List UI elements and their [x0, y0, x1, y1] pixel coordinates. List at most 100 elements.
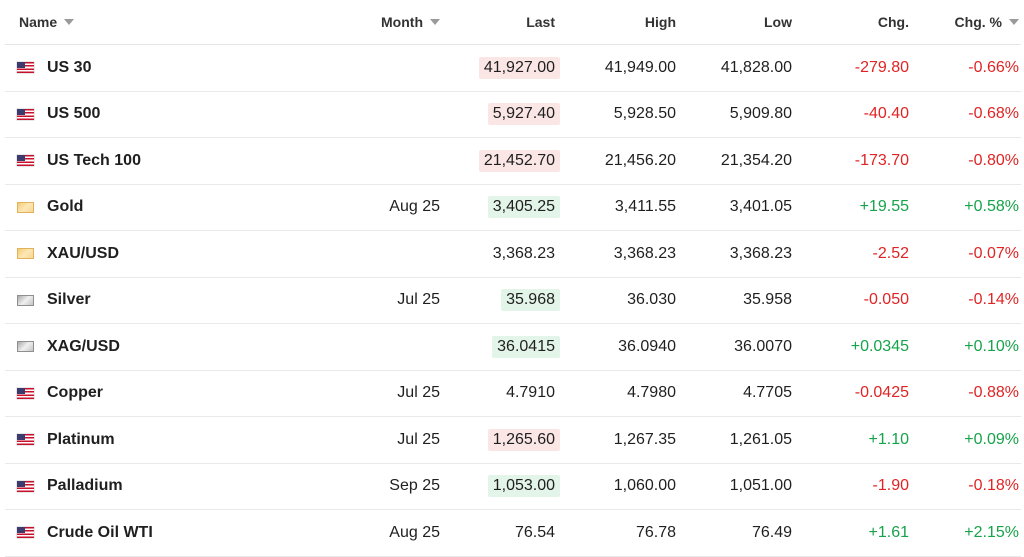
low-cell: 41,828.00: [720, 58, 792, 76]
instrument-name-link[interactable]: Palladium: [47, 477, 123, 495]
month-cell: Sep 25: [389, 477, 440, 495]
change-cell: -40.40: [863, 105, 909, 123]
instrument-name-link[interactable]: Platinum: [47, 430, 115, 448]
last-value: 21,452.70: [478, 149, 560, 172]
table-row[interactable]: US 30 41,927.00 41,949.00 41,828.00 -279.80 -…: [5, 45, 1021, 92]
last-cell: 1,053.00: [440, 475, 560, 498]
instrument-name-link[interactable]: US 500: [47, 105, 101, 123]
instrument-name-link[interactable]: XAU/USD: [47, 244, 120, 262]
month-cell: Aug 25: [389, 198, 440, 216]
gold-icon: [17, 201, 34, 213]
last-cell: 4.7910: [440, 382, 560, 404]
change-percent-cell: -0.68%: [968, 105, 1019, 123]
low-cell: 21,354.20: [720, 151, 792, 169]
column-header-chg[interactable]: Chg.: [877, 14, 909, 30]
last-value: 1,053.00: [487, 475, 560, 498]
table-row[interactable]: US Tech 100 21,452.70 21,456.20 21,354.20 -1…: [5, 138, 1021, 185]
change-percent-cell: -0.18%: [968, 477, 1019, 495]
high-cell: 41,949.00: [604, 58, 676, 76]
instrument-name-cell: Palladium: [5, 477, 345, 495]
instrument-name-link[interactable]: Copper: [47, 384, 103, 402]
instrument-name-link[interactable]: Crude Oil WTI: [47, 523, 153, 541]
column-header-low[interactable]: Low: [764, 14, 792, 30]
table-row[interactable]: Platinum Jul 25 1,265.60 1,267.35 1,261.05 +1…: [5, 417, 1021, 464]
column-header-month[interactable]: Month: [345, 14, 440, 30]
last-value: 4.7910: [506, 384, 555, 402]
table-row[interactable]: US 500 5,927.40 5,928.50 5,909.80 -40.40 -0.6…: [5, 92, 1021, 138]
table-row[interactable]: Copper Jul 25 4.7910 4.7980 4.7705 -0.0425 -0.…: [5, 371, 1021, 417]
last-cell: 5,927.40: [440, 103, 560, 126]
change-cell: -0.050: [863, 291, 909, 309]
sort-caret-icon[interactable]: [1009, 19, 1019, 25]
change-percent-cell: -0.07%: [968, 244, 1019, 262]
us-flag-icon: [17, 480, 34, 492]
us-flag-icon: [17, 434, 34, 446]
change-cell: -279.80: [854, 58, 909, 76]
change-percent-cell: -0.14%: [968, 291, 1019, 309]
change-percent-cell: +0.58%: [964, 198, 1019, 216]
last-cell: 21,452.70: [440, 149, 560, 172]
us-flag-icon: [17, 108, 34, 120]
instrument-name-cell: Crude Oil WTI: [5, 524, 345, 542]
low-cell: 1,261.05: [729, 430, 792, 448]
last-cell: 3,368.23: [440, 243, 560, 265]
instrument-name-cell: Silver: [5, 291, 345, 309]
high-cell: 36.0940: [618, 337, 676, 355]
last-cell: 3,405.25: [440, 196, 560, 219]
column-header-last[interactable]: Last: [526, 14, 555, 30]
instrument-name-link[interactable]: Gold: [47, 198, 84, 216]
table-row[interactable]: Gold Aug 25 3,405.25 3,411.55 3,401.05 +19.55…: [5, 185, 1021, 231]
high-cell: 5,928.50: [613, 105, 676, 123]
last-value: 41,927.00: [478, 56, 560, 79]
us-flag-icon: [17, 387, 34, 399]
column-header-chg-pct-label: Chg. %: [954, 14, 1002, 30]
us-flag-icon: [17, 155, 34, 167]
us-flag-icon: [17, 62, 34, 74]
silver-icon: [17, 341, 34, 353]
last-value: 76.54: [514, 523, 555, 541]
low-cell: 3,401.05: [729, 198, 792, 216]
instrument-name-cell: XAG/USD: [5, 338, 345, 356]
column-header-chg-pct[interactable]: Chg. %: [909, 14, 1019, 30]
low-cell: 36.0070: [734, 337, 792, 355]
gold-icon: [17, 248, 34, 260]
change-cell: +1.61: [868, 523, 909, 541]
last-value: 5,927.40: [487, 103, 560, 126]
table-body: US 30 41,927.00 41,949.00 41,828.00 -279.80 -…: [5, 45, 1021, 557]
low-cell: 4.7705: [743, 384, 792, 402]
instrument-name-link[interactable]: Silver: [47, 291, 91, 309]
table-row[interactable]: Palladium Sep 25 1,053.00 1,060.00 1,051.00 -…: [5, 464, 1021, 510]
last-value: 3,368.23: [492, 244, 555, 262]
change-percent-cell: -0.88%: [968, 384, 1019, 402]
us-flag-icon: [17, 527, 34, 539]
high-cell: 21,456.20: [604, 151, 676, 169]
column-header-month-label: Month: [381, 14, 423, 30]
change-percent-cell: +0.09%: [964, 430, 1019, 448]
low-cell: 76.49: [751, 523, 792, 541]
column-header-high[interactable]: High: [644, 14, 676, 30]
instrument-name-cell: US 500: [5, 105, 345, 123]
change-cell: -1.90: [872, 477, 909, 495]
table-row[interactable]: XAU/USD 3,368.23 3,368.23 3,368.23 -2.52 -0.0…: [5, 231, 1021, 278]
change-percent-cell: -0.66%: [968, 58, 1019, 76]
table-row[interactable]: XAG/USD 36.0415 36.0940 36.0070 +0.0345 +0.10…: [5, 324, 1021, 371]
high-cell: 3,411.55: [614, 198, 676, 216]
last-cell: 41,927.00: [440, 56, 560, 79]
change-cell: -173.70: [854, 151, 909, 169]
high-cell: 1,060.00: [613, 477, 676, 495]
table-row[interactable]: Crude Oil WTI Aug 25 76.54 76.78 76.49 +1.61 +…: [5, 510, 1021, 557]
instrument-name-cell: XAU/USD: [5, 245, 345, 263]
last-cell: 1,265.60: [440, 428, 560, 451]
table-row[interactable]: Silver Jul 25 35.968 36.030 35.958 -0.050 -0.1…: [5, 278, 1021, 324]
change-percent-cell: +0.10%: [964, 337, 1019, 355]
instrument-name-link[interactable]: US 30: [47, 58, 92, 76]
last-value: 36.0415: [492, 335, 560, 358]
last-value: 3,405.25: [487, 196, 560, 219]
low-cell: 5,909.80: [729, 105, 792, 123]
instrument-name-link[interactable]: US Tech 100: [47, 151, 141, 169]
instrument-name-link[interactable]: XAG/USD: [47, 337, 120, 355]
column-header-name[interactable]: Name: [5, 14, 345, 30]
instrument-name-cell: Copper: [5, 384, 345, 402]
sort-caret-icon[interactable]: [64, 19, 75, 25]
sort-caret-icon[interactable]: [430, 19, 440, 25]
